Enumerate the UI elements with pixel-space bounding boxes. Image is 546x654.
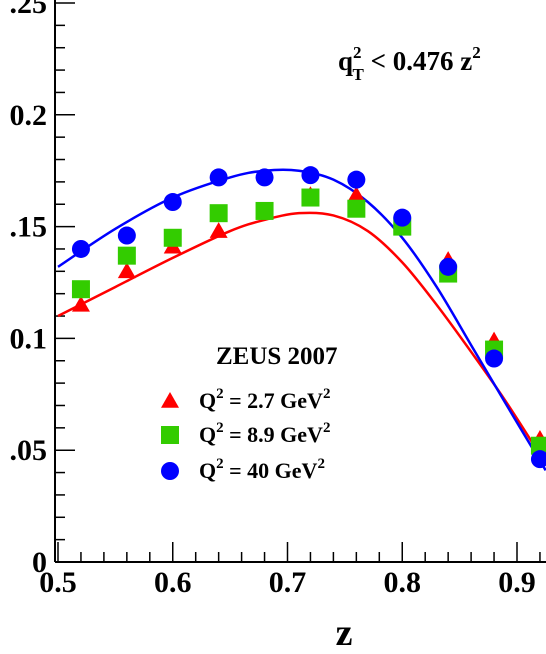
x-tick-label: 0.5 — [39, 566, 77, 599]
legend-label-sup: 2 — [216, 456, 224, 472]
legend-label-value: = 40 GeV — [224, 458, 318, 483]
legend-label-q: Q — [199, 388, 216, 413]
legend-label: Q2 = 8.9 GeV2 — [199, 420, 330, 447]
annotation-sup: 2 — [353, 43, 362, 62]
annotation-rest: < 0.476 z — [364, 46, 472, 76]
legend-title: ZEUS 2007 — [216, 343, 338, 370]
legend-label-value: = 8.9 GeV — [224, 422, 323, 447]
square-point — [530, 436, 546, 455]
square-point — [163, 228, 182, 247]
legend-circle-icon — [161, 462, 179, 480]
legend-label: Q2 = 40 GeV2 — [199, 456, 325, 483]
annotation-q: q — [338, 46, 353, 76]
circle-point — [71, 239, 90, 258]
y-tick-label: 0.2 — [10, 99, 48, 132]
legend-label-q: Q — [199, 422, 216, 447]
axes — [54, 0, 546, 563]
square-point — [71, 280, 90, 299]
legend-label-sup: 2 — [216, 420, 224, 436]
triangle-point — [347, 186, 366, 203]
legend-label-q: Q — [199, 458, 216, 483]
triangle-point — [117, 262, 136, 279]
circle-point — [117, 226, 136, 245]
x-tick-label: 0.7 — [269, 566, 307, 599]
circle-point — [209, 168, 228, 187]
annotation-sub: T — [353, 65, 365, 84]
y-tick-label: .15 — [10, 211, 48, 244]
circle-point — [255, 168, 274, 187]
square-point — [301, 188, 320, 207]
square-point — [117, 246, 136, 265]
x-tick-label: 0.9 — [498, 566, 536, 599]
square-point — [255, 201, 274, 220]
model-curve — [57, 211, 546, 465]
square-point — [209, 204, 228, 223]
legend-label-unit-sup: 2 — [323, 420, 331, 436]
cut-annotation: q2 T < 0.476 z2 — [338, 43, 481, 84]
legend-label-unit-sup: 2 — [323, 386, 331, 402]
circle-point — [439, 257, 458, 276]
data-markers — [71, 166, 546, 469]
circle-point — [530, 450, 546, 469]
y-tick-label: 0.1 — [10, 322, 48, 355]
y-tick-label: .25 — [10, 0, 48, 20]
legend-square-icon — [161, 426, 179, 444]
x-axis-title: z — [336, 612, 353, 654]
legend-label-unit-sup: 2 — [317, 456, 325, 472]
triangle-point — [71, 295, 90, 312]
legend-label-value: = 2.7 GeV — [224, 388, 323, 413]
square-point — [347, 199, 366, 218]
x-tick-label: 0.6 — [154, 566, 192, 599]
x-tick-label: 0.8 — [384, 566, 422, 599]
circle-point — [163, 193, 182, 212]
triangle-point — [209, 222, 228, 238]
circle-point — [301, 166, 320, 185]
legend-triangle-icon — [161, 392, 179, 408]
y-tick-label: .05 — [10, 434, 48, 467]
annotation-rest-sup: 2 — [472, 43, 481, 62]
tick-labels: 0.5 0.6 0.7 0.8 0.9 0 .05 0.1 .15 0.2 .25 — [10, 0, 536, 599]
circle-point — [393, 208, 412, 227]
legend-label: Q2 = 2.7 GeV2 — [199, 386, 330, 413]
circle-point — [347, 170, 366, 189]
circle-point — [485, 349, 504, 368]
y-tick-label: 0 — [32, 546, 47, 579]
legend-label-sup: 2 — [216, 386, 224, 402]
